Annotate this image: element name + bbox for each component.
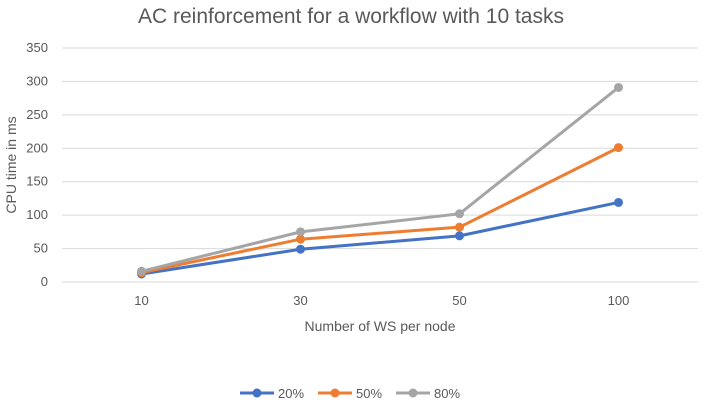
legend-marker xyxy=(252,388,262,398)
x-axis-ticks: 10 30 50 100 xyxy=(134,293,629,308)
legend-label: 20% xyxy=(278,386,304,401)
data-point xyxy=(455,222,464,232)
x-tick-label: 50 xyxy=(452,293,466,308)
x-tick-label: 30 xyxy=(293,293,307,308)
y-tick-label: 150 xyxy=(26,174,48,189)
x-tick-label: 10 xyxy=(134,293,148,308)
series-line-0 xyxy=(140,200,620,276)
legend-label: 50% xyxy=(356,386,382,401)
legend-marker xyxy=(408,388,418,398)
data-point xyxy=(296,234,305,244)
chart-title: AC reinforcement for a workflow with 10 … xyxy=(138,5,564,28)
data-point xyxy=(296,244,305,254)
data-point xyxy=(137,266,146,276)
y-axis-ticks: 0 50 100 150 200 250 300 350 xyxy=(26,40,48,289)
gridlines xyxy=(62,47,698,283)
y-axis-title: CPU time in ms xyxy=(3,116,19,213)
x-axis-title: Number of WS per node xyxy=(305,318,456,334)
data-point xyxy=(455,231,464,241)
series-group xyxy=(137,82,623,279)
y-tick-label: 200 xyxy=(26,140,48,155)
y-tick-label: 250 xyxy=(26,107,48,122)
legend-marker xyxy=(330,388,340,398)
x-tick-label: 100 xyxy=(608,293,630,308)
y-tick-label: 0 xyxy=(41,274,48,289)
data-point xyxy=(455,209,464,219)
y-tick-label: 100 xyxy=(26,207,48,222)
data-point xyxy=(296,227,305,237)
legend: 20% 50% 80% xyxy=(240,386,460,401)
data-point xyxy=(614,82,623,92)
y-tick-label: 300 xyxy=(26,73,48,88)
legend-label: 80% xyxy=(434,386,460,401)
series-line-1 xyxy=(140,146,620,275)
data-point xyxy=(614,143,623,153)
y-tick-label: 350 xyxy=(26,40,48,55)
series-line-2 xyxy=(140,85,620,273)
data-point xyxy=(614,197,623,207)
y-tick-label: 50 xyxy=(34,241,48,256)
